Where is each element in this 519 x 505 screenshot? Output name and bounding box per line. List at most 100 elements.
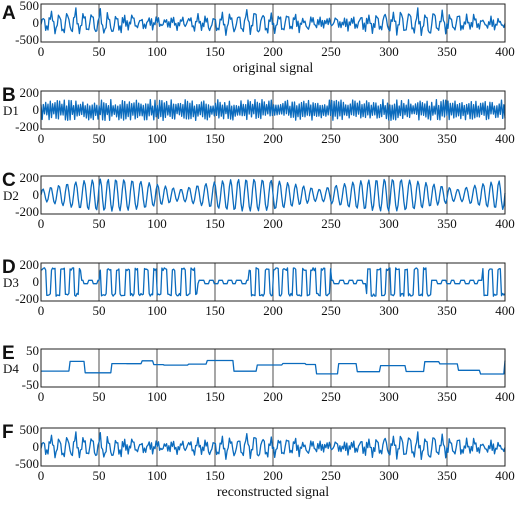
- x-tick-label: 300: [379, 216, 399, 231]
- x-tick-label: 100: [147, 44, 167, 59]
- y-axis-label: D1: [3, 103, 19, 118]
- y-tick-label: 200: [20, 85, 40, 100]
- plot-frame: [40, 427, 506, 467]
- x-tick-label: 200: [263, 468, 283, 483]
- x-tick-label: 150: [205, 303, 225, 318]
- x-tick-label: 100: [147, 468, 167, 483]
- x-tick-label: 300: [379, 131, 399, 146]
- y-tick-label: -500: [15, 32, 39, 47]
- x-tick-label: 250: [321, 389, 341, 404]
- x-tick-label: 200: [263, 44, 283, 59]
- signal-line: [40, 7, 506, 37]
- x-tick-label: 150: [205, 216, 225, 231]
- x-tick-label: 0: [38, 216, 45, 231]
- x-tick-label: 200: [263, 389, 283, 404]
- x-tick-label: 150: [205, 389, 225, 404]
- x-tick-label: 200: [263, 131, 283, 146]
- y-tick-label: 0: [33, 15, 40, 30]
- y-tick-label: 0: [33, 439, 40, 454]
- x-tick-label: 50: [93, 303, 106, 318]
- x-tick-label: 250: [321, 131, 341, 146]
- panel-f: 0 50 100 150 200 250 300 350 400-5000500Freconst…: [2, 422, 515, 500]
- x-tick-label: 350: [437, 468, 457, 483]
- x-tick-label: 50: [93, 216, 106, 231]
- y-axis-label: D2: [3, 188, 19, 203]
- x-tick-label: 100: [147, 389, 167, 404]
- plot-frame: [40, 90, 506, 130]
- y-tick-label: -200: [15, 119, 39, 134]
- signal-line: [40, 431, 506, 461]
- x-tick-label: 400: [495, 389, 515, 404]
- x-tick-label: 250: [321, 216, 341, 231]
- y-tick-label: 0: [33, 360, 40, 375]
- x-tick-label: 150: [205, 44, 225, 59]
- x-tick-label: 150: [205, 131, 225, 146]
- x-tick-label: 50: [93, 44, 106, 59]
- panel-letter: B: [2, 85, 16, 106]
- x-tick-label: 350: [437, 131, 457, 146]
- x-tick-label: 300: [379, 44, 399, 59]
- x-tick-label: 100: [147, 131, 167, 146]
- y-tick-label: 200: [20, 257, 40, 272]
- x-tick-label: 250: [321, 303, 341, 318]
- x-tick-label: 150: [205, 468, 225, 483]
- y-tick-label: 200: [20, 170, 40, 185]
- x-tick-label: 350: [437, 389, 457, 404]
- y-tick-label: -200: [15, 291, 39, 306]
- plot-frame: [40, 348, 506, 388]
- x-tick-label: 50: [93, 131, 106, 146]
- x-tick-label: 0: [38, 468, 45, 483]
- x-tick-label: 0: [38, 131, 45, 146]
- signal-line: [40, 267, 506, 297]
- x-tick-label: 300: [379, 303, 399, 318]
- x-tick-label: 300: [379, 389, 399, 404]
- panel-letter: E: [2, 343, 15, 364]
- y-axis-label: D4: [3, 361, 19, 376]
- y-tick-label: -50: [22, 377, 39, 392]
- y-tick-label: 500: [20, 0, 40, 13]
- y-tick-label: 500: [20, 422, 40, 437]
- x-tick-label: 250: [321, 44, 341, 59]
- x-tick-label: 0: [38, 303, 45, 318]
- x-tick-label: 350: [437, 44, 457, 59]
- plot-frame: [40, 262, 506, 302]
- x-tick-label: 400: [495, 468, 515, 483]
- x-tick-label: 0: [38, 44, 45, 59]
- x-tick-label: 0: [38, 389, 45, 404]
- plot-frame: [40, 175, 506, 215]
- panel-letter: C: [2, 170, 16, 191]
- plot-frame: [40, 3, 506, 43]
- x-tick-label: 400: [495, 216, 515, 231]
- y-tick-label: 0: [33, 274, 40, 289]
- x-tick-label: 400: [495, 131, 515, 146]
- x-tick-label: 350: [437, 303, 457, 318]
- x-tick-label: 400: [495, 303, 515, 318]
- signal-line: [41, 359, 506, 375]
- panel-letter: F: [2, 422, 14, 443]
- y-tick-label: -500: [15, 456, 39, 471]
- x-tick-label: 50: [93, 468, 106, 483]
- x-tick-label: 350: [437, 216, 457, 231]
- y-tick-label: 0: [33, 102, 40, 117]
- y-tick-label: 50: [26, 343, 39, 358]
- x-tick-label: 100: [147, 303, 167, 318]
- panel-letter: D: [2, 257, 16, 278]
- x-axis-caption: original signal: [233, 61, 314, 76]
- x-tick-label: 300: [379, 468, 399, 483]
- y-tick-label: -200: [15, 204, 39, 219]
- x-axis-caption: reconstructed signal: [217, 485, 329, 500]
- panel-letter: A: [2, 3, 16, 24]
- panel-a: 0 50 100 150 200 250 300 350 400-5000500Aorigina…: [2, 0, 515, 76]
- x-tick-label: 400: [495, 44, 515, 59]
- x-tick-label: 250: [321, 468, 341, 483]
- y-axis-label: D3: [3, 275, 19, 290]
- signal-line: [40, 178, 506, 212]
- signal-line: [40, 98, 506, 122]
- x-tick-label: 200: [263, 303, 283, 318]
- y-tick-label: 0: [33, 187, 40, 202]
